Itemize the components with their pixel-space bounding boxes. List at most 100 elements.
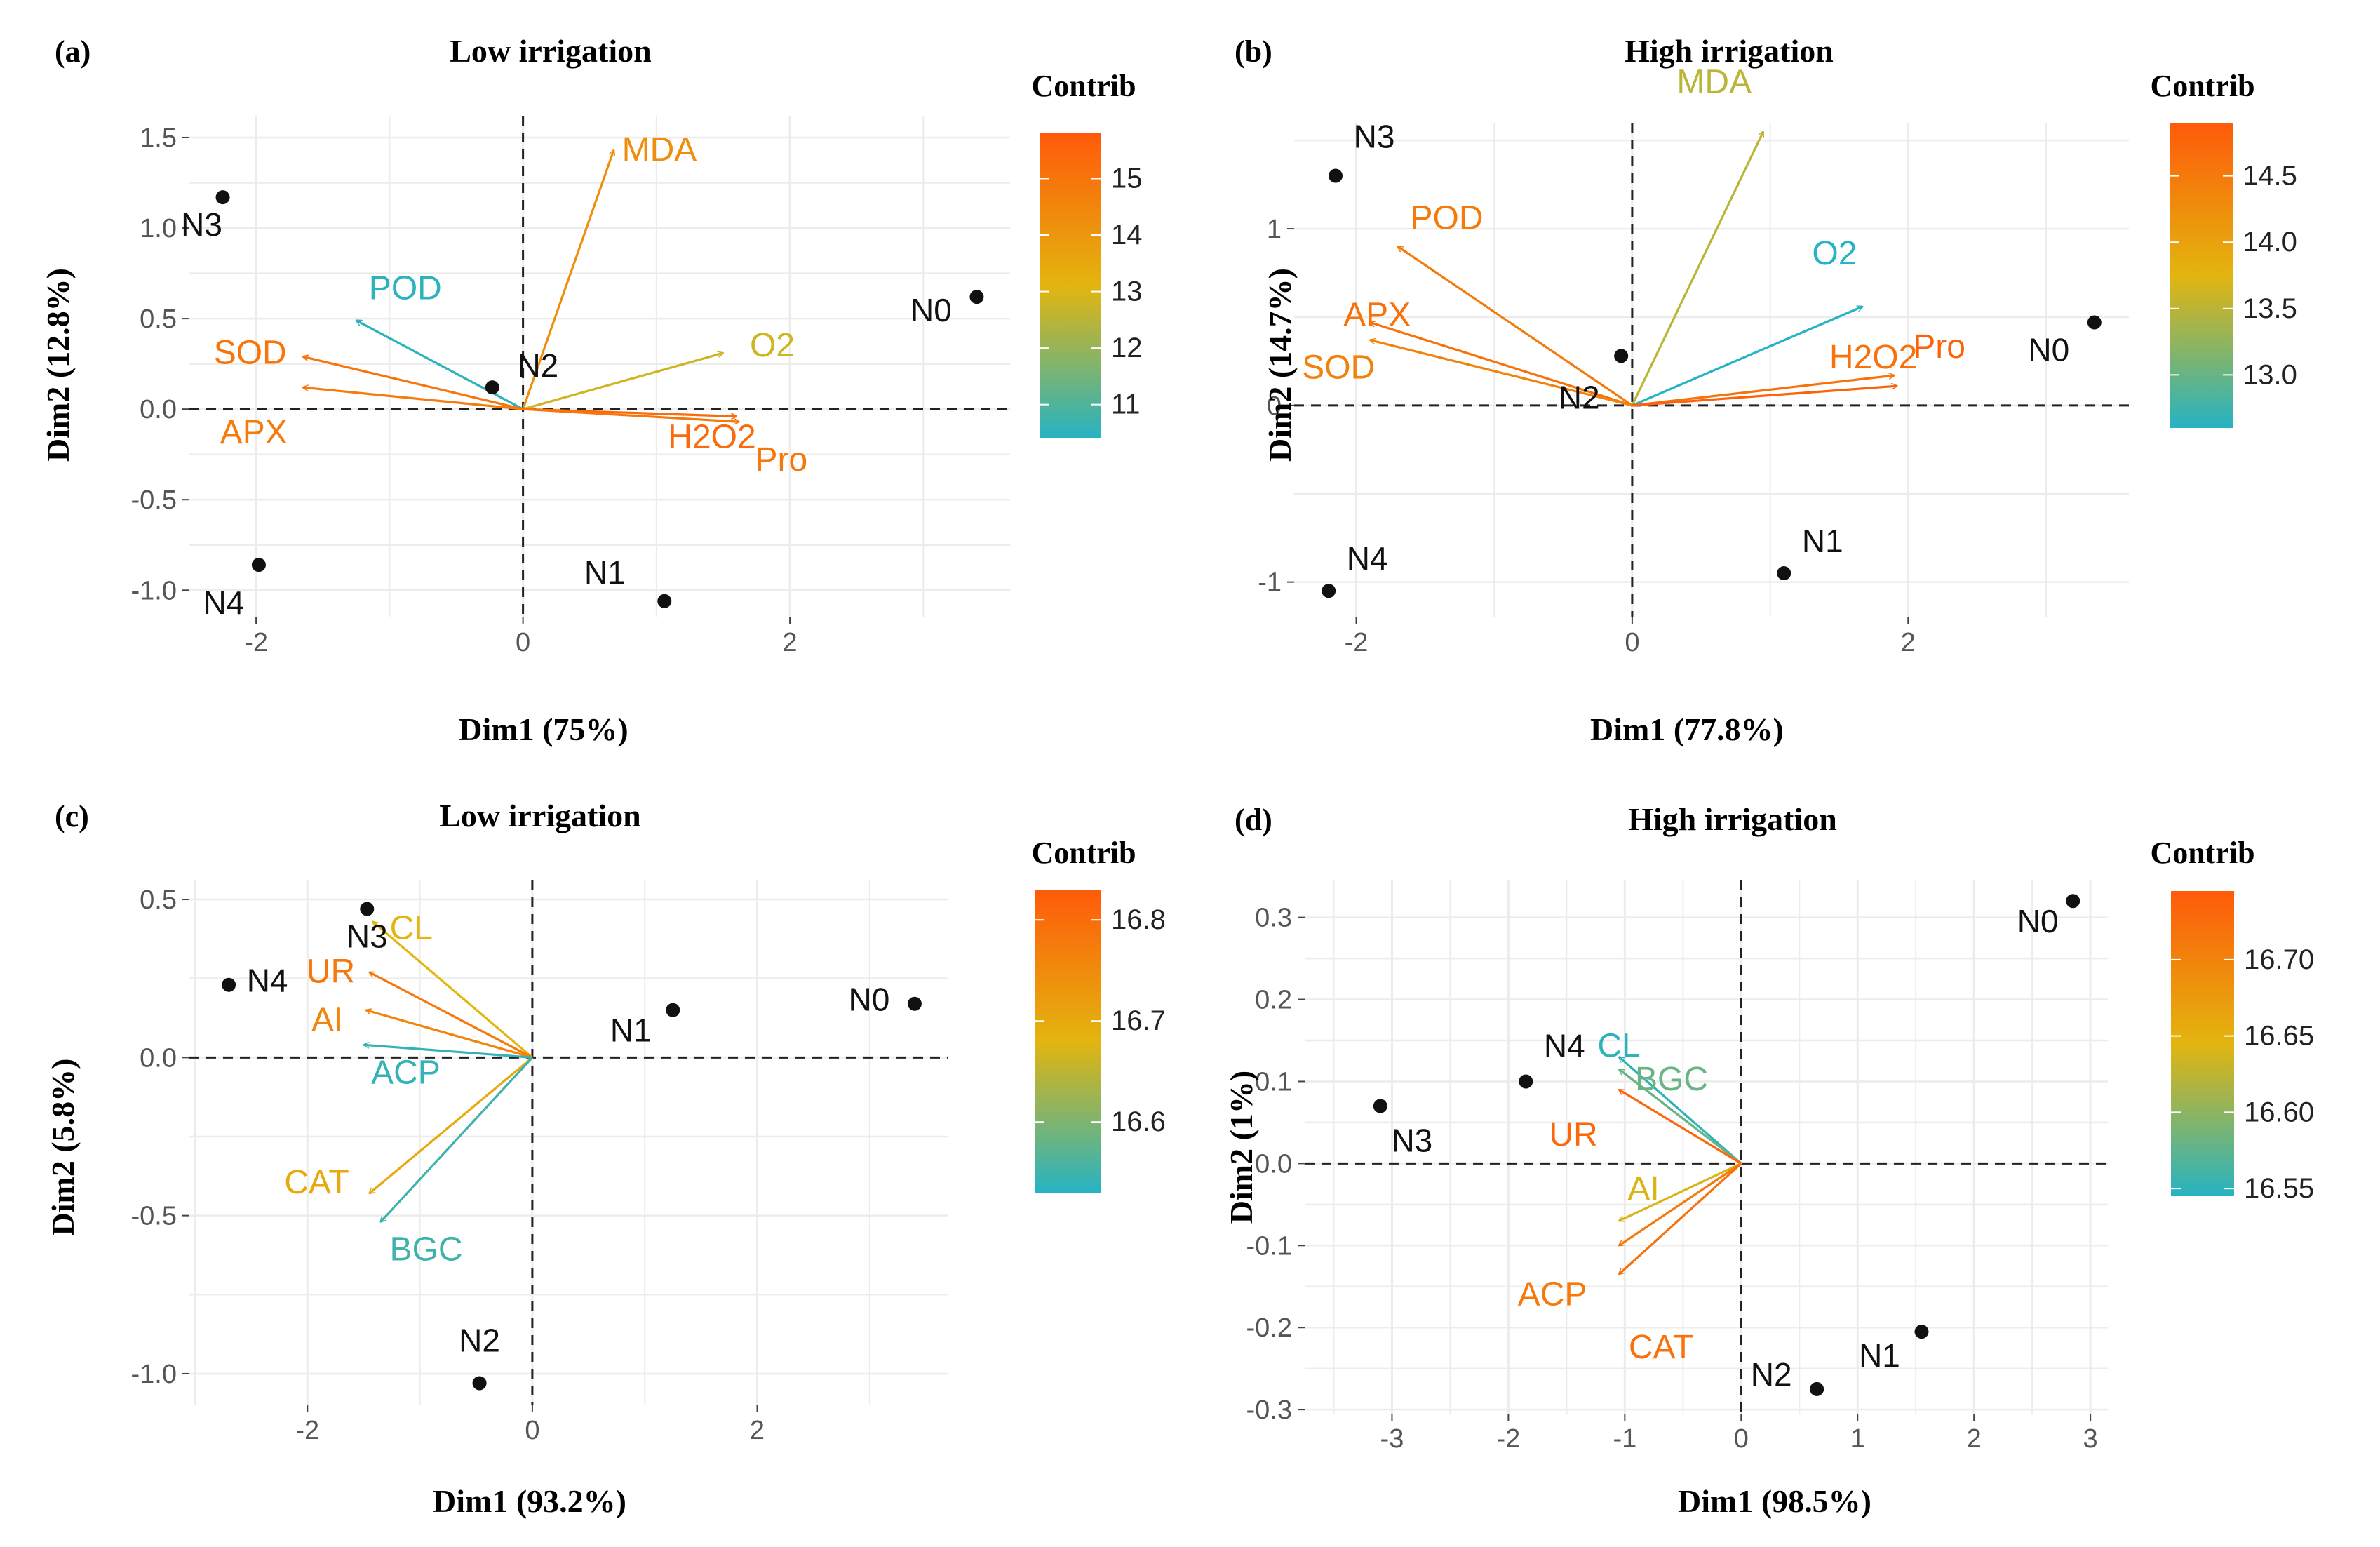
legend-tick-label: 11 <box>1111 389 1141 420</box>
y-tick-label: -0.1 <box>1246 1231 1292 1261</box>
x-tick-label: 0 <box>1734 1424 1749 1454</box>
variable-label-bgc: BGC <box>389 1231 462 1268</box>
variable-label-sod: SOD <box>214 334 287 371</box>
point-n4 <box>1519 1074 1533 1089</box>
x-tick-label: -2 <box>1345 628 1369 657</box>
y-tick-label: -0.5 <box>131 1202 177 1231</box>
variable-label-h2o2: H2O2 <box>1829 339 1917 376</box>
variable-label-pod: POD <box>1411 199 1484 236</box>
arrow-pod <box>356 319 524 410</box>
y-tick-label: 1.5 <box>140 123 177 153</box>
x-tick-label: 0 <box>1625 628 1639 657</box>
variable-label-h2o2: H2O2 <box>668 418 755 455</box>
point-n4 <box>1322 584 1336 598</box>
legend-tick-label: 13.0 <box>2243 359 2297 390</box>
variable-label-mda: MDA <box>1676 64 1752 101</box>
point-label-n3: N3 <box>1354 119 1395 155</box>
legend-tick-label: 16.7 <box>1111 1005 1166 1036</box>
arrow-pod <box>1398 246 1633 407</box>
point-n0 <box>969 290 984 304</box>
point-label-n1: N1 <box>610 1012 652 1049</box>
panel-label: (c) <box>55 799 89 833</box>
point-n3 <box>215 190 230 205</box>
x-axis-title: Dim1 (98.5%) <box>1678 1483 1871 1519</box>
arrow-pro <box>523 408 739 422</box>
legend-tick-label: 16.60 <box>2244 1097 2314 1127</box>
point-n3 <box>360 902 375 916</box>
arrow-bgc <box>1619 1069 1742 1165</box>
y-axis-title: Dim2 (12.8%) <box>40 268 76 462</box>
legend-colorbar <box>1035 890 1101 1193</box>
x-tick-label: 2 <box>1901 628 1916 657</box>
variable-label-ur: UR <box>1549 1116 1597 1153</box>
variable-label-cat: CAT <box>1629 1329 1693 1366</box>
variable-label-cat: CAT <box>284 1164 349 1201</box>
arrow-ai <box>1619 1162 1742 1222</box>
x-tick-label: -1 <box>1613 1424 1636 1454</box>
x-axis-title: Dim1 (75%) <box>459 711 628 747</box>
x-tick-label: 2 <box>1967 1424 1982 1454</box>
point-label-n4: N4 <box>247 963 288 999</box>
point-n1 <box>657 594 672 608</box>
y-tick-label: 0 <box>1267 391 1282 421</box>
y-tick-label: 0.5 <box>140 304 177 334</box>
grid <box>1305 880 2108 1414</box>
arrow-pro <box>1632 386 1897 407</box>
point-n3 <box>1373 1099 1387 1113</box>
x-axis-title: Dim1 (77.8%) <box>1590 711 1784 747</box>
point-label-n1: N1 <box>584 554 626 591</box>
legend-tick-label: 13.5 <box>2243 293 2297 324</box>
arrow-o2 <box>523 353 723 410</box>
arrow-h2o2 <box>1632 375 1895 407</box>
point-n4 <box>222 977 236 992</box>
grid <box>189 880 948 1405</box>
point-label-n4: N4 <box>203 584 245 621</box>
legend-tick-label: 14.0 <box>2243 227 2297 257</box>
point-n2 <box>472 1376 487 1391</box>
x-tick-label: -2 <box>244 628 268 657</box>
variable-label-acp: ACP <box>1518 1275 1587 1313</box>
legend-tick-label: 16.8 <box>1111 904 1166 935</box>
panel-title: Low irrigation <box>450 33 651 69</box>
point-n2 <box>1810 1381 1824 1396</box>
point-n0 <box>907 996 922 1011</box>
x-tick-label: 3 <box>2083 1424 2098 1454</box>
y-tick-label: 1 <box>1267 215 1282 244</box>
y-tick-label: -1.0 <box>131 1360 177 1389</box>
y-tick-label: 0.5 <box>140 885 177 915</box>
point-label-n1: N1 <box>1859 1337 1900 1374</box>
legend-tick-label: 13 <box>1111 276 1143 307</box>
variable-label-pro: Pro <box>755 441 807 478</box>
legend-title: Contrib <box>1031 836 1136 870</box>
point-n0 <box>2066 894 2080 909</box>
point-label-n2: N2 <box>1559 379 1600 415</box>
variable-label-ai: AI <box>311 1002 343 1039</box>
x-tick-label: 2 <box>783 628 798 657</box>
y-tick-label: -0.3 <box>1246 1395 1292 1425</box>
legend-colorbar <box>2171 891 2234 1196</box>
y-tick-label: 0.0 <box>140 395 177 424</box>
arrow-acp <box>1619 1163 1742 1245</box>
legend-title: Contrib <box>2150 69 2254 103</box>
legend-title: Contrib <box>2150 836 2254 870</box>
arrow-ur <box>1619 1088 1742 1165</box>
legend-tick-label: 16.6 <box>1111 1106 1166 1137</box>
arrow-mda <box>522 150 614 410</box>
point-n1 <box>666 1003 680 1017</box>
arrow-cl <box>1619 1057 1742 1165</box>
x-tick-label: 0 <box>525 1416 539 1445</box>
arrow-cl <box>372 922 533 1059</box>
panel-label: (a) <box>55 34 90 69</box>
point-n1 <box>1914 1325 1929 1339</box>
legend-tick-label: 12 <box>1111 333 1143 363</box>
point-label-n1: N1 <box>1802 523 1843 559</box>
panel-0: -2 0 2 -1.0 -0.5 0.0 0.5 1.0 1.5 MDA POD SOD APX O2 H2… <box>40 33 1143 747</box>
panel-title: High irrigation <box>1625 33 1834 69</box>
arrow-acp <box>363 1045 533 1059</box>
y-tick-label: 0.0 <box>1255 1149 1292 1179</box>
legend-tick-label: 16.70 <box>2244 944 2314 975</box>
variable-label-cl: CL <box>390 910 433 947</box>
x-tick-label: -2 <box>295 1416 319 1445</box>
